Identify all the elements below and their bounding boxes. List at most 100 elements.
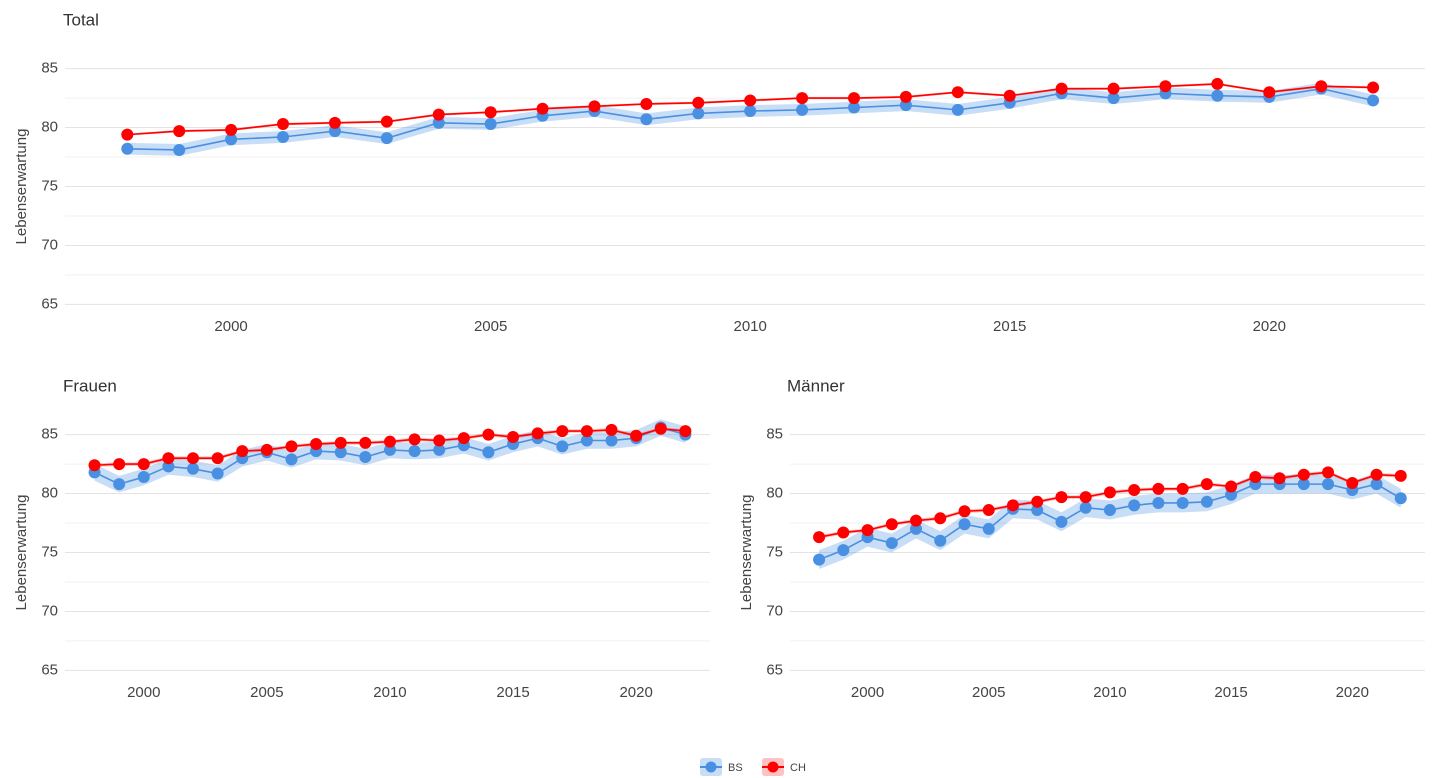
data-point (934, 512, 947, 525)
data-point (1031, 504, 1044, 517)
data-point (1152, 496, 1165, 509)
data-point (1297, 468, 1310, 481)
data-point (1200, 478, 1213, 491)
data-point (162, 460, 175, 473)
data-point (310, 438, 323, 451)
y-tick-label: 70 (766, 602, 783, 619)
x-tick-label: 2015 (1214, 684, 1247, 701)
data-point (910, 522, 923, 535)
data-point (482, 446, 495, 459)
y-tick-label: 85 (41, 426, 58, 443)
data-point (359, 436, 372, 449)
data-point (531, 427, 544, 440)
chart-title: Total (63, 10, 99, 29)
data-point (121, 128, 134, 141)
data-point (408, 433, 421, 446)
data-point (383, 443, 396, 456)
data-point (383, 435, 396, 448)
data-point (588, 100, 601, 113)
data-point (692, 107, 705, 120)
data-point (899, 99, 912, 112)
data-point (744, 105, 757, 118)
data-point (848, 101, 861, 114)
data-point (1128, 499, 1141, 512)
data-point (173, 143, 186, 156)
data-point (630, 429, 643, 442)
data-point (580, 425, 593, 438)
data-point (1211, 89, 1224, 102)
data-point (861, 524, 874, 537)
data-point (225, 133, 238, 146)
data-point (457, 432, 470, 445)
data-point (640, 113, 653, 126)
data-point (484, 106, 497, 119)
data-point (484, 118, 497, 131)
data-point (328, 116, 341, 129)
data-point (433, 434, 446, 447)
data-point (1367, 81, 1380, 94)
data-point (796, 92, 809, 105)
data-point (1176, 482, 1189, 495)
data-point (380, 132, 393, 145)
data-point (1079, 491, 1092, 504)
data-point (1394, 492, 1407, 505)
data-point (605, 423, 618, 436)
x-tick-label: 2000 (851, 684, 884, 701)
data-point (813, 531, 826, 544)
data-point (813, 553, 826, 566)
data-point (277, 118, 290, 131)
data-point (1346, 476, 1359, 489)
data-point (556, 440, 569, 453)
y-tick-label: 75 (41, 543, 58, 560)
data-point (1394, 469, 1407, 482)
data-point (1273, 472, 1286, 485)
data-point (359, 451, 372, 464)
y-tick-label: 70 (41, 236, 58, 253)
data-point (951, 103, 964, 116)
data-point (1103, 504, 1116, 517)
data-point (796, 103, 809, 116)
chart-title: Frauen (63, 376, 117, 395)
x-tick-label: 2010 (373, 684, 406, 701)
data-point (1159, 80, 1172, 93)
data-point (334, 446, 347, 459)
data-point (837, 544, 850, 557)
y-axis-label: Lebenserwartung (738, 495, 755, 611)
data-point (137, 458, 150, 471)
data-point (432, 116, 445, 129)
data-point (1107, 92, 1120, 105)
legend-marker (705, 761, 717, 773)
confidence-band (94, 426, 686, 468)
data-point (1370, 468, 1383, 481)
data-point (1367, 94, 1380, 107)
data-point (1322, 478, 1335, 491)
data-point (285, 440, 298, 453)
x-tick-label: 2010 (734, 318, 767, 335)
x-tick-label: 2020 (619, 684, 652, 701)
x-tick-label: 2020 (1253, 318, 1286, 335)
data-point (1322, 466, 1335, 479)
data-point (744, 94, 757, 107)
data-point (1176, 496, 1189, 509)
y-tick-label: 70 (41, 602, 58, 619)
data-point (187, 462, 200, 475)
data-point (187, 452, 200, 465)
data-point (982, 522, 995, 535)
data-point (910, 514, 923, 527)
data-point (1249, 471, 1262, 484)
data-point (885, 518, 898, 531)
y-tick-label: 80 (41, 119, 58, 136)
data-point (482, 428, 495, 441)
data-point (211, 452, 224, 465)
data-point (113, 478, 126, 491)
x-tick-label: 2005 (972, 684, 1005, 701)
data-point (432, 108, 445, 121)
data-point (380, 115, 393, 128)
data-point (1200, 495, 1213, 508)
data-point (692, 96, 705, 109)
y-tick-label: 65 (41, 661, 58, 678)
data-point (408, 445, 421, 458)
data-point (1006, 499, 1019, 512)
legend-marker (767, 761, 779, 773)
y-axis-label: Lebenserwartung (13, 129, 30, 245)
